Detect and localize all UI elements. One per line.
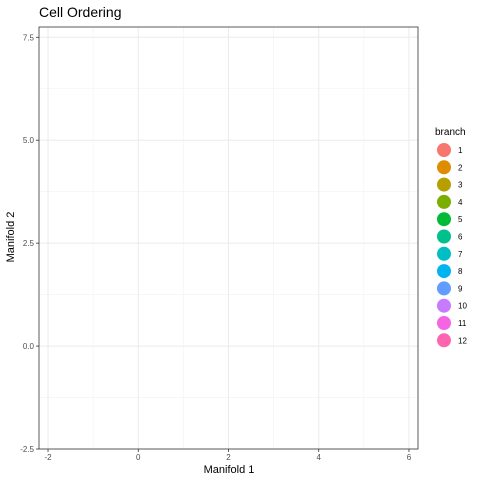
legend-label-branch-12: 12 xyxy=(458,336,467,345)
legend-label-branch-5: 5 xyxy=(458,215,463,224)
plot-panel xyxy=(38,26,419,450)
legend-key-branch-3 xyxy=(437,177,451,192)
y-tick-label: -2.5 xyxy=(20,445,34,454)
y-axis: -2.5 0.0 2.5 5.0 7.5 xyxy=(20,33,39,454)
x-tick-label: 6 xyxy=(407,453,412,462)
legend-label-branch-6: 6 xyxy=(458,233,463,242)
legend-label-branch-11: 11 xyxy=(458,319,467,328)
legend-key-branch-12 xyxy=(437,333,451,348)
legend-label-branch-7: 7 xyxy=(458,250,463,259)
legend-key-branch-10 xyxy=(437,298,451,313)
legend-key-branch-4 xyxy=(437,194,451,209)
legend-key-branch-7 xyxy=(437,246,451,261)
x-tick-label: 0 xyxy=(136,453,141,462)
y-tick-label: 7.5 xyxy=(23,33,35,42)
legend-label-branch-8: 8 xyxy=(458,267,463,276)
legend-label-branch-4: 4 xyxy=(458,198,463,207)
y-tick-label: 5.0 xyxy=(23,136,35,145)
legend-label-branch-9: 9 xyxy=(458,284,463,293)
y-axis-title: Manifold 2 xyxy=(5,212,17,263)
legend-label-branch-3: 3 xyxy=(458,181,463,190)
x-tick-label: 2 xyxy=(226,453,231,462)
legend-label-branch-2: 2 xyxy=(458,163,463,172)
y-tick-label: 0.0 xyxy=(23,342,35,351)
legend-key-branch-5 xyxy=(437,212,451,227)
legend-key-branch-6 xyxy=(437,229,451,244)
x-tick-label: -2 xyxy=(44,453,52,462)
legend-key-branch-8 xyxy=(437,264,451,279)
x-tick-label: 4 xyxy=(317,453,322,462)
legend-key-branch-2 xyxy=(437,160,451,175)
legend-key-branch-11 xyxy=(437,316,451,330)
legend-label-branch-10: 10 xyxy=(458,302,467,311)
legend-title: branch xyxy=(435,127,466,138)
chart-title: Cell Ordering xyxy=(39,4,121,20)
legend-label-branch-1: 1 xyxy=(458,146,463,155)
x-axis: -2 0 2 4 6 xyxy=(44,449,412,462)
legend-key-branch-1 xyxy=(437,143,451,157)
legend-key-branch-9 xyxy=(437,281,451,296)
x-axis-title: Manifold 1 xyxy=(204,464,255,476)
y-tick-label: 2.5 xyxy=(23,239,35,248)
